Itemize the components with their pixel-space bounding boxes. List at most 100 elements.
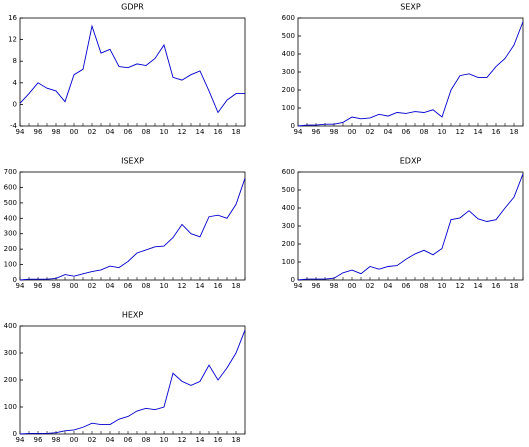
- x-tick-label: 16: [214, 436, 223, 444]
- plot-frame: [297, 17, 524, 127]
- x-tick-label: 08: [142, 128, 151, 136]
- x-tick-label: 04: [106, 436, 115, 444]
- x-tick-label: 18: [232, 436, 241, 444]
- chart-title: EDXP: [400, 157, 422, 166]
- x-tick-label: 96: [34, 282, 43, 290]
- x-tick-label: 06: [402, 128, 411, 136]
- x-tick-label: 02: [88, 436, 97, 444]
- data-line: [297, 21, 524, 127]
- data-line: [19, 329, 246, 435]
- y-tick-label: 200: [282, 86, 295, 94]
- chart-title: HEXP: [122, 311, 144, 320]
- x-tick-label: 04: [106, 282, 115, 290]
- x-tick-label: 94: [294, 282, 303, 290]
- x-tick-label: 96: [34, 128, 43, 136]
- x-tick-label: 98: [52, 128, 61, 136]
- x-tick-label: 14: [474, 282, 483, 290]
- x-tick-label: 06: [402, 282, 411, 290]
- y-tick-label: 12: [8, 36, 17, 44]
- x-tick-label: 08: [420, 282, 429, 290]
- y-tick-label: 200: [4, 376, 17, 384]
- x-tick-label: 16: [214, 282, 223, 290]
- y-tick-label: 700: [4, 168, 17, 176]
- y-tick-label: 500: [282, 186, 295, 194]
- y-tick-label: 100: [282, 258, 295, 266]
- x-tick-label: 14: [196, 436, 205, 444]
- x-tick-label: 94: [294, 128, 303, 136]
- x-tick-label: 98: [52, 436, 61, 444]
- x-tick-label: 12: [456, 128, 465, 136]
- x-tick-label: 06: [124, 128, 133, 136]
- x-tick-label: 08: [420, 128, 429, 136]
- x-tick-label: 10: [438, 128, 447, 136]
- y-tick-label: 600: [282, 168, 295, 176]
- x-tick-label: 94: [16, 436, 25, 444]
- x-tick-label: 14: [196, 128, 205, 136]
- x-tick-label: 18: [232, 282, 241, 290]
- x-tick-label: 12: [456, 282, 465, 290]
- x-tick-label: 10: [160, 282, 169, 290]
- data-line: [19, 178, 246, 281]
- x-tick-label: 04: [106, 128, 115, 136]
- y-tick-label: 600: [4, 183, 17, 191]
- y-tick-label: 300: [282, 68, 295, 76]
- x-tick-label: 98: [330, 282, 339, 290]
- y-tick-label: 400: [282, 50, 295, 58]
- x-tick-label: 12: [178, 128, 187, 136]
- x-tick-label: 94: [16, 128, 25, 136]
- x-tick-label: 16: [214, 128, 223, 136]
- plot-frame: [19, 325, 246, 435]
- x-tick-label: 98: [330, 128, 339, 136]
- y-tick-label: 0: [13, 430, 17, 438]
- chart-title: ISEXP: [121, 157, 144, 166]
- y-tick-label: 16: [8, 14, 17, 22]
- y-tick-label: 100: [4, 403, 17, 411]
- y-tick-label: 0: [291, 122, 295, 130]
- y-tick-label: 400: [4, 322, 17, 330]
- x-tick-label: 10: [160, 436, 169, 444]
- y-tick-label: 4: [13, 79, 18, 87]
- y-tick-label: 200: [282, 240, 295, 248]
- x-tick-label: 12: [178, 282, 187, 290]
- y-tick-label: 300: [4, 230, 17, 238]
- x-tick-label: 14: [196, 282, 205, 290]
- plot-frame: [19, 17, 246, 127]
- x-tick-label: 14: [474, 128, 483, 136]
- x-tick-label: 18: [510, 128, 519, 136]
- x-tick-label: 96: [312, 128, 321, 136]
- x-tick-label: 98: [52, 282, 61, 290]
- y-tick-label: 8: [13, 57, 17, 65]
- y-tick-label: 300: [282, 222, 295, 230]
- x-tick-label: 10: [160, 128, 169, 136]
- data-line: [19, 24, 245, 114]
- x-tick-label: 96: [34, 436, 43, 444]
- x-tick-label: 06: [124, 436, 133, 444]
- x-tick-label: 18: [510, 282, 519, 290]
- x-tick-label: 06: [124, 282, 133, 290]
- chart-title: SEXP: [400, 3, 421, 12]
- x-tick-label: 02: [366, 128, 375, 136]
- y-tick-label: 0: [13, 276, 17, 284]
- x-tick-label: 12: [178, 436, 187, 444]
- plot-frame: [297, 171, 524, 281]
- data-line: [297, 173, 524, 281]
- x-tick-label: 00: [70, 128, 79, 136]
- x-tick-label: 02: [88, 282, 97, 290]
- x-tick-label: 96: [312, 282, 321, 290]
- y-tick-label: 400: [282, 204, 295, 212]
- y-tick-label: 0: [13, 100, 17, 108]
- plot-frame: [19, 171, 246, 281]
- y-tick-label: 400: [4, 214, 17, 222]
- y-tick-label: 300: [4, 349, 17, 357]
- x-tick-label: 00: [70, 282, 79, 290]
- y-tick-label: 100: [4, 261, 17, 269]
- y-tick-label: 600: [282, 14, 295, 22]
- y-tick-label: 500: [282, 32, 295, 40]
- x-tick-label: 16: [492, 282, 501, 290]
- y-tick-label: 200: [4, 245, 17, 253]
- x-tick-label: 00: [70, 436, 79, 444]
- y-tick-label: -4: [10, 122, 18, 130]
- x-tick-label: 04: [384, 128, 393, 136]
- y-tick-label: 500: [4, 199, 17, 207]
